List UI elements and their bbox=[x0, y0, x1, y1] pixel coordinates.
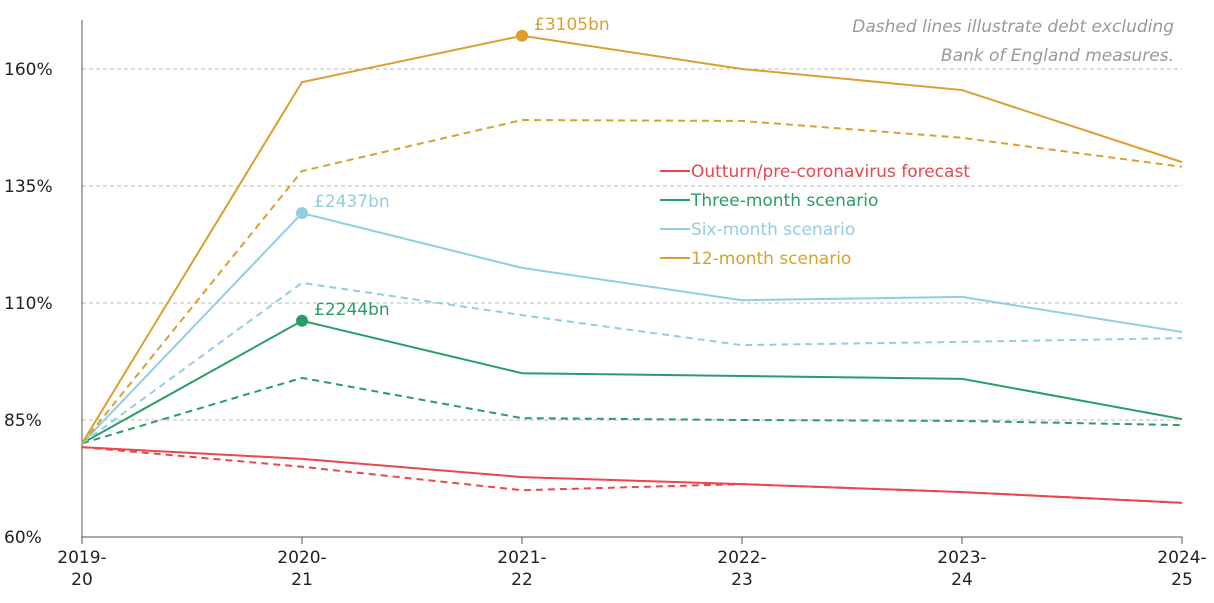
legend-label: Outturn/pre-coronavirus forecast bbox=[691, 162, 970, 182]
data-label: £2437bn bbox=[314, 192, 390, 212]
x-tick-label: 2022-23 bbox=[717, 548, 766, 590]
x-tick-label: 2020-21 bbox=[277, 548, 326, 590]
y-tick-label: 135% bbox=[4, 177, 53, 197]
legend-label: 12-month scenario bbox=[691, 249, 851, 269]
highlight-dot bbox=[296, 207, 308, 220]
x-tick-label: 2023-24 bbox=[937, 548, 986, 590]
y-tick-label: 85% bbox=[4, 411, 42, 431]
y-tick-label: 160% bbox=[4, 60, 53, 80]
y-tick-label: 110% bbox=[4, 294, 53, 314]
legend-label: Six-month scenario bbox=[691, 220, 855, 240]
x-tick-label: 2019-20 bbox=[57, 548, 106, 590]
line bbox=[81, 319, 1183, 445]
line bbox=[81, 34, 1183, 444]
line bbox=[81, 446, 1183, 504]
line bbox=[81, 376, 1183, 445]
note: Dashed lines illustrate debt excluding bbox=[852, 17, 1174, 37]
highlight-dot bbox=[516, 29, 528, 42]
line bbox=[81, 281, 1183, 445]
line bbox=[81, 119, 1183, 445]
data-label: £3105bn bbox=[534, 15, 610, 35]
x-tick-label: 2021-22 bbox=[497, 548, 546, 590]
line bbox=[81, 212, 1183, 445]
note: Bank of England measures. bbox=[941, 46, 1174, 66]
legend-label: Three-month scenario bbox=[690, 191, 878, 211]
data-label: £2244bn bbox=[314, 300, 390, 320]
highlight-dot bbox=[296, 314, 308, 327]
x-tick-label: 2024-25 bbox=[1157, 548, 1206, 590]
y-tick-label: 60% bbox=[4, 528, 42, 548]
line bbox=[81, 446, 1183, 504]
